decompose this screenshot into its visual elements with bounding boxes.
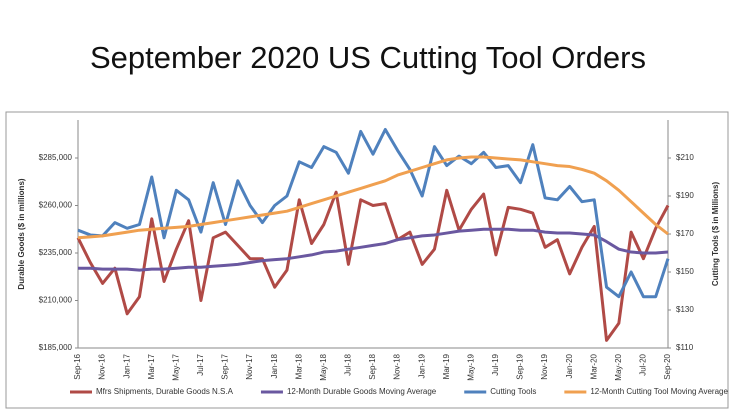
series-line — [76, 188, 670, 342]
x-tick-label: Jan-18 — [270, 353, 279, 378]
x-tick-label: Jul-20 — [639, 353, 648, 375]
x-tick-label: Sep-19 — [516, 353, 525, 379]
series-line — [77, 155, 669, 240]
x-tick-label: Sep-17 — [221, 353, 230, 379]
y2-tick-label: $170 — [676, 229, 694, 238]
x-tick-label: Mar-19 — [442, 353, 451, 379]
x-tick-label: May-18 — [319, 353, 328, 380]
legend-label: Cutting Tools — [490, 387, 536, 396]
y-tick-label: $185,000 — [39, 343, 73, 352]
x-tick-label: Nov-16 — [98, 353, 107, 379]
y2-tick-label: $210 — [676, 153, 694, 162]
legend-label: 12-Month Cutting Tool Moving Average — [590, 387, 728, 396]
y-axis-title: Durable Goods ($ in millions) — [17, 178, 26, 289]
x-tick-label: Jul-19 — [491, 353, 500, 375]
x-tick-label: Sep-16 — [73, 353, 82, 379]
y-tick-label: $210,000 — [39, 296, 73, 305]
x-tick-label: Nov-17 — [245, 353, 254, 379]
x-tick-label: Jan-19 — [417, 353, 426, 378]
legend-label: Mfrs Shipments, Durable Goods N.S.A — [96, 387, 234, 396]
y2-axis-title: Cutting Tools ($ in Millions) — [711, 182, 720, 287]
y2-tick-label: $130 — [676, 305, 694, 314]
y-tick-label: $260,000 — [39, 201, 73, 210]
x-tick-label: Nov-18 — [393, 353, 402, 379]
x-tick-label: Jul-18 — [344, 353, 353, 375]
x-tick-label: May-19 — [466, 353, 475, 380]
x-tick-label: Sep-20 — [663, 353, 672, 379]
x-tick-label: May-20 — [614, 353, 623, 380]
x-tick-label: Jan-17 — [122, 353, 131, 378]
x-tick-label: Nov-19 — [540, 353, 549, 379]
y2-tick-label: $150 — [676, 267, 694, 276]
y-tick-label: $235,000 — [39, 248, 73, 257]
x-tick-label: Jul-17 — [196, 353, 205, 375]
y-tick-label: $285,000 — [39, 153, 73, 162]
chart-frame — [5, 111, 729, 409]
x-tick-label: Sep-18 — [368, 353, 377, 379]
y2-tick-label: $110 — [676, 343, 694, 352]
series-line — [77, 128, 670, 299]
y2-tick-label: $190 — [676, 191, 694, 200]
legend-label: 12-Month Durable Goods Moving Average — [287, 387, 437, 396]
x-tick-label: Jan-20 — [565, 353, 574, 378]
chart-title: September 2020 US Cutting Tool Orders — [90, 40, 646, 75]
x-tick-label: Mar-17 — [147, 353, 156, 379]
series-line — [78, 227, 669, 272]
x-tick-label: May-17 — [171, 353, 180, 380]
x-tick-label: Mar-20 — [589, 353, 598, 379]
x-tick-label: Mar-18 — [294, 353, 303, 379]
